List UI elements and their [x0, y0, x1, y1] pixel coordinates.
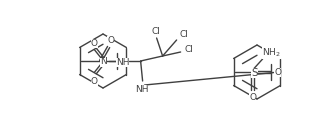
Text: Cl: Cl	[184, 45, 193, 54]
Text: NH: NH	[135, 85, 148, 94]
Text: O: O	[91, 76, 98, 85]
Text: O: O	[249, 93, 256, 102]
Text: NH$_2$: NH$_2$	[262, 46, 281, 59]
Text: O: O	[107, 36, 114, 45]
Text: N: N	[100, 58, 107, 67]
Text: NH: NH	[116, 59, 129, 67]
Text: Cl: Cl	[151, 28, 160, 36]
Text: S: S	[251, 68, 258, 78]
Text: O: O	[274, 68, 281, 77]
Text: O: O	[91, 38, 98, 47]
Text: Cl: Cl	[179, 30, 188, 39]
